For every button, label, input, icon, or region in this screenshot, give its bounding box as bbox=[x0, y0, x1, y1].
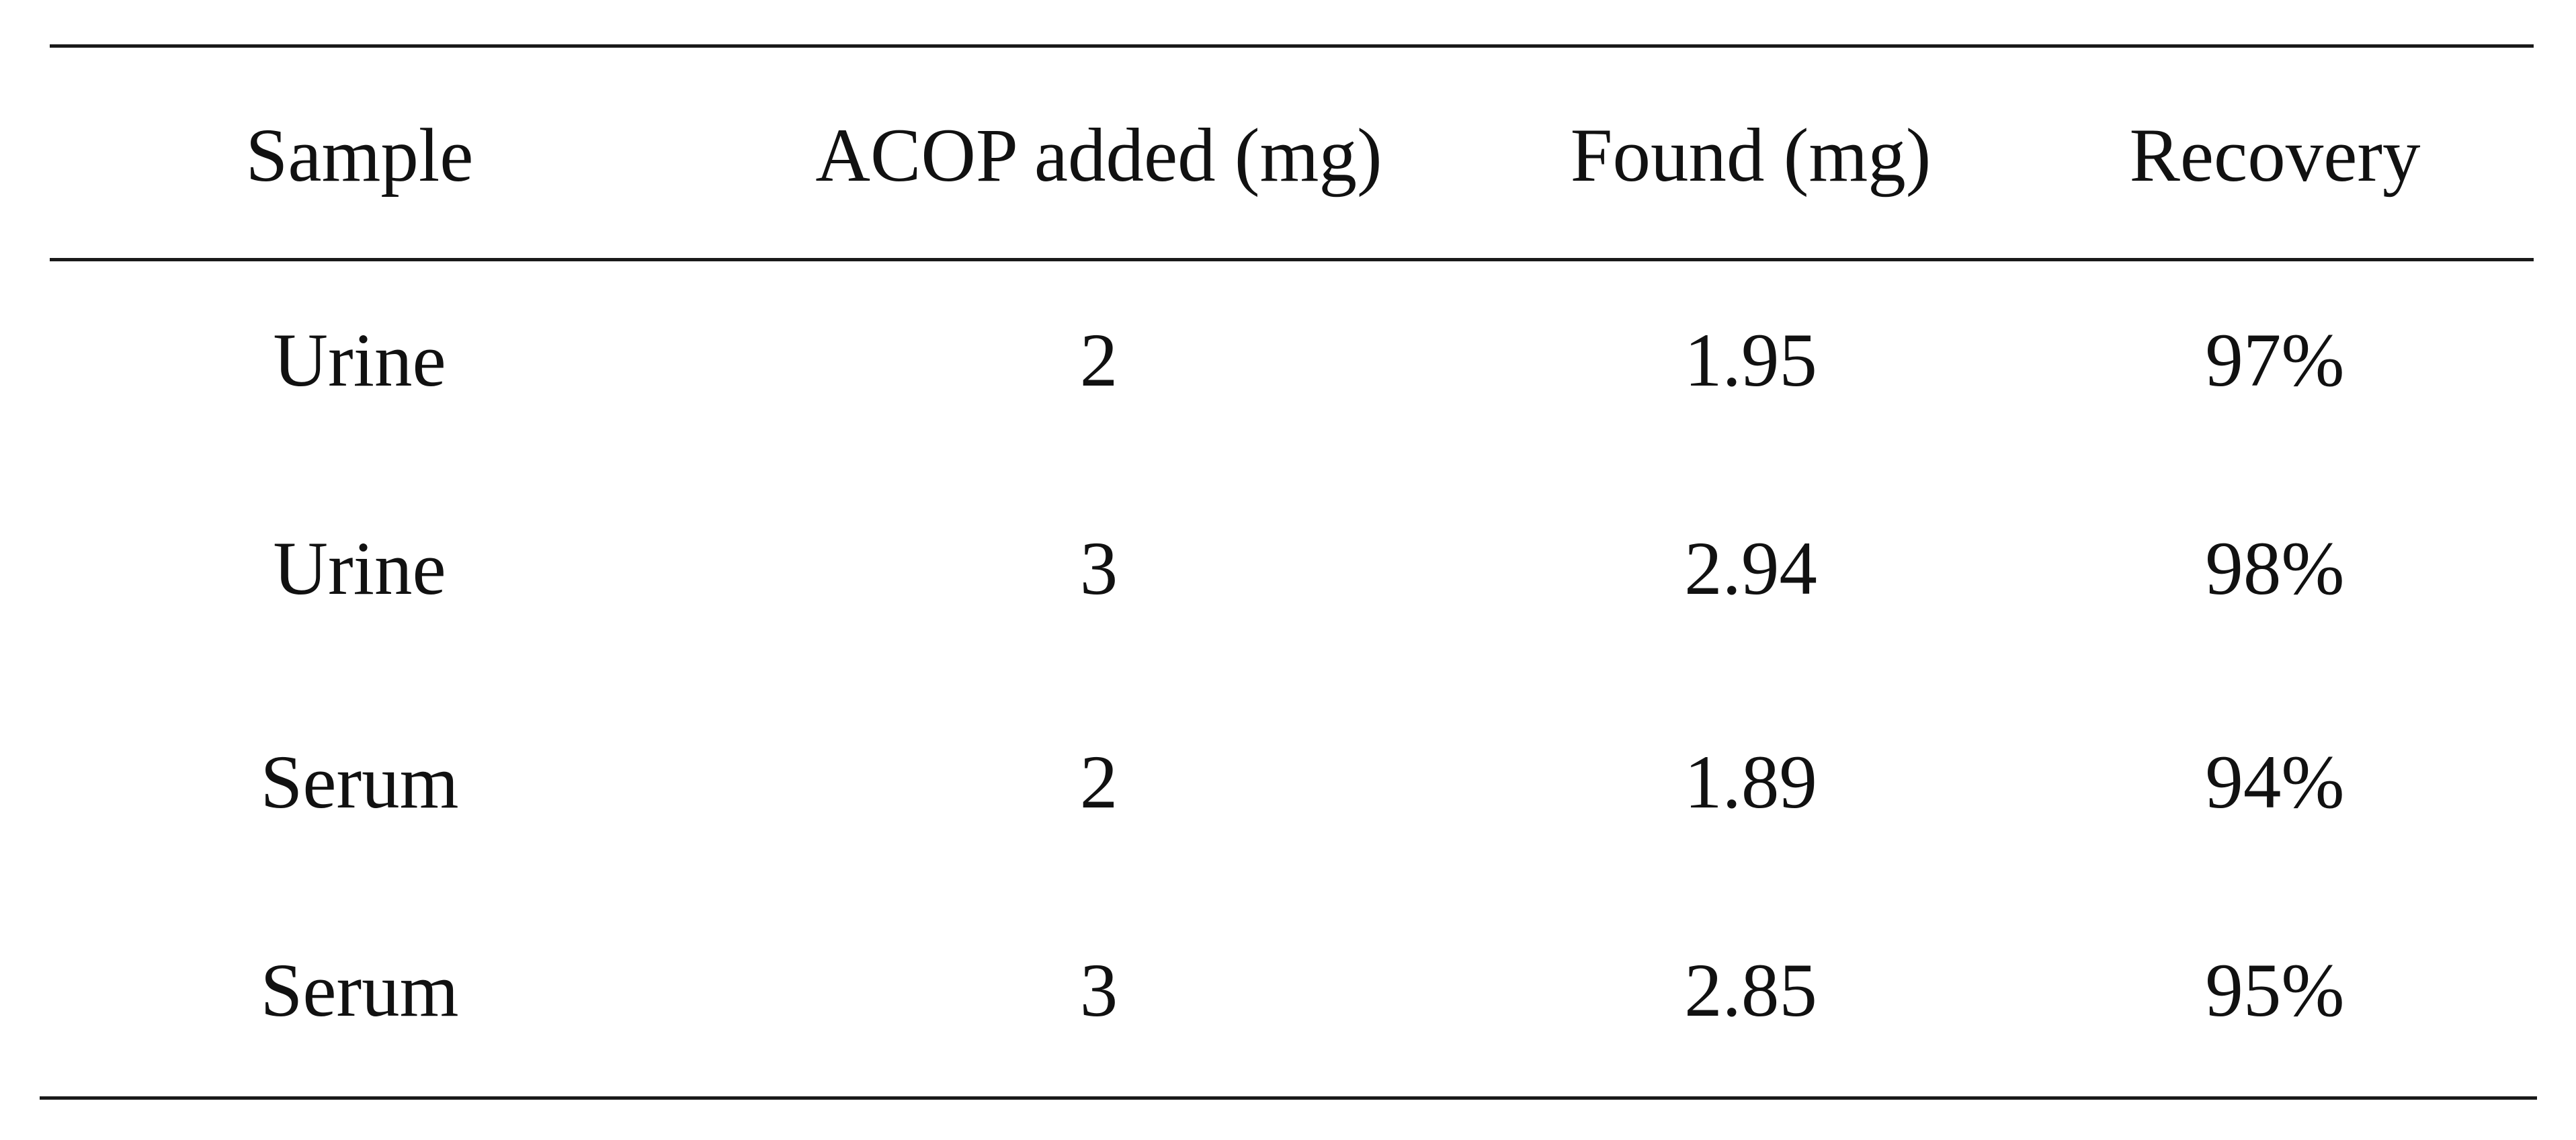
cell-recovery: 94% bbox=[2205, 740, 2345, 824]
cell-sample: Serum bbox=[260, 949, 459, 1033]
cell-acop-added: 2 bbox=[1079, 740, 1118, 824]
table-row: Urine 3 2.94 98% bbox=[0, 519, 2576, 619]
cell-recovery: 97% bbox=[2205, 318, 2345, 402]
cell-sample: Urine bbox=[273, 318, 446, 402]
cell-sample: Urine bbox=[273, 527, 446, 611]
cell-found: 2.85 bbox=[1684, 949, 1817, 1033]
cell-recovery: 98% bbox=[2205, 527, 2345, 611]
table-bottom-rule bbox=[40, 1096, 2537, 1100]
table-row: Urine 2 1.95 97% bbox=[0, 310, 2576, 411]
table-row: Serum 3 2.85 95% bbox=[0, 940, 2576, 1041]
cell-found: 1.89 bbox=[1684, 740, 1817, 824]
cell-recovery: 95% bbox=[2205, 949, 2345, 1033]
column-header-found: Found (mg) bbox=[1570, 114, 1931, 198]
table-header-rule bbox=[50, 258, 2534, 261]
table-row: Serum 2 1.89 94% bbox=[0, 732, 2576, 833]
column-header-acop-added: ACOP added (mg) bbox=[815, 114, 1382, 198]
table-top-rule bbox=[50, 44, 2534, 48]
cell-acop-added: 2 bbox=[1079, 318, 1118, 402]
column-header-sample: Sample bbox=[245, 114, 474, 198]
cell-sample: Serum bbox=[260, 740, 459, 824]
table-header-row: Sample ACOP added (mg) Found (mg) Recove… bbox=[0, 105, 2576, 206]
cell-found: 1.95 bbox=[1684, 318, 1817, 402]
cell-acop-added: 3 bbox=[1079, 527, 1118, 611]
cell-found: 2.94 bbox=[1684, 527, 1817, 611]
column-header-recovery: Recovery bbox=[2129, 114, 2421, 198]
cell-acop-added: 3 bbox=[1079, 949, 1118, 1033]
